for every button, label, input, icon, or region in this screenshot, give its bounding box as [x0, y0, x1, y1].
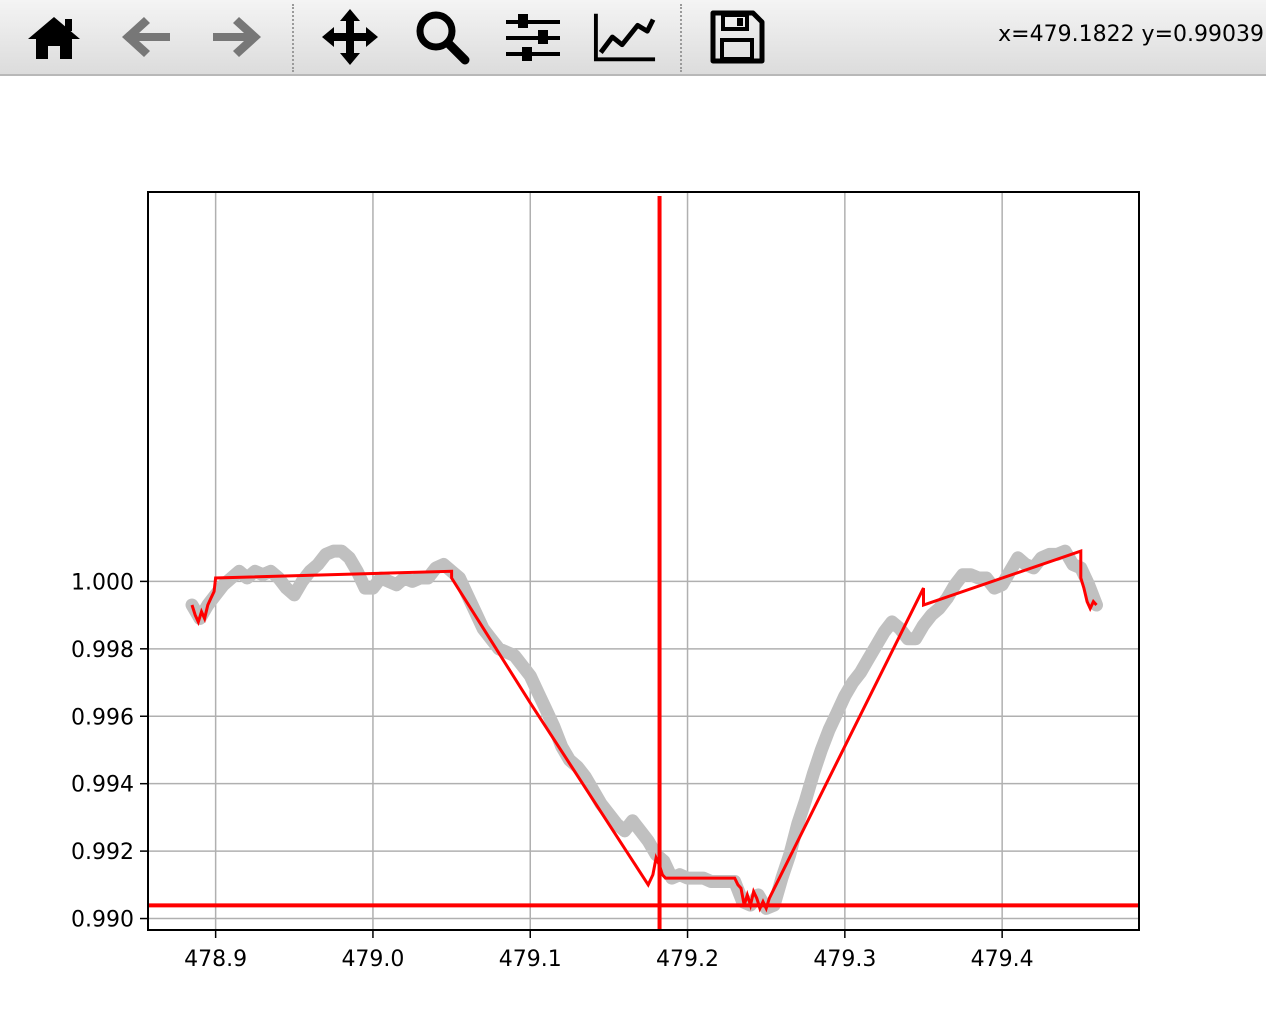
back-button[interactable] — [114, 6, 178, 68]
toolbar-separator — [680, 4, 682, 72]
data-series-line — [185, 544, 1103, 915]
x-tick-label: 479.1 — [499, 947, 562, 972]
toolbar-separator — [292, 4, 294, 72]
zoom-button[interactable] — [410, 6, 474, 68]
edit-axis-button[interactable] — [593, 6, 657, 68]
floppy-disk-icon — [710, 10, 765, 64]
y-tick-label: 0.994 — [71, 773, 134, 798]
magnifier-icon — [416, 11, 470, 65]
figure-background — [0, 76, 1266, 1016]
move-icon — [322, 9, 378, 65]
y-tick-label: 1.000 — [71, 570, 134, 595]
forward-button[interactable] — [205, 6, 269, 68]
line-chart-icon — [593, 13, 656, 62]
fit-series-line — [190, 549, 1098, 913]
y-axis: 0.990 0.992 0.994 0.996 0.998 1.000 — [71, 570, 148, 933]
x-tick-label: 479.3 — [813, 947, 876, 972]
pan-button[interactable] — [318, 6, 382, 68]
navigation-toolbar: x=479.1822 y=0.99039 — [0, 0, 1266, 76]
y-tick-label: 0.992 — [71, 840, 134, 865]
x-tick-label: 479.4 — [971, 947, 1034, 972]
home-icon — [28, 17, 80, 59]
save-button[interactable] — [705, 6, 769, 68]
x-tick-label: 479.0 — [341, 947, 404, 972]
y-tick-label: 0.996 — [71, 705, 134, 730]
x-tick-label: 479.2 — [656, 947, 719, 972]
configure-subplots-button[interactable] — [501, 6, 565, 68]
y-tick-label: 0.990 — [71, 908, 134, 933]
plot-area[interactable] — [148, 196, 1139, 930]
axes-frame — [147, 191, 1140, 931]
cursor-coordinates: x=479.1822 y=0.99039 — [998, 22, 1264, 47]
sliders-icon — [506, 14, 560, 61]
arrow-left-icon — [122, 17, 170, 57]
x-tick-label: 478.9 — [184, 947, 247, 972]
y-tick-label: 0.998 — [71, 638, 134, 663]
x-axis: 478.9 479.0 479.1 479.2 479.3 479.4 — [184, 930, 1034, 972]
figure-canvas[interactable]: 478.9 479.0 479.1 479.2 479.3 479.4 0.9900.99… — [0, 76, 1266, 1016]
arrow-right-icon — [213, 17, 261, 57]
home-button[interactable] — [22, 6, 86, 68]
